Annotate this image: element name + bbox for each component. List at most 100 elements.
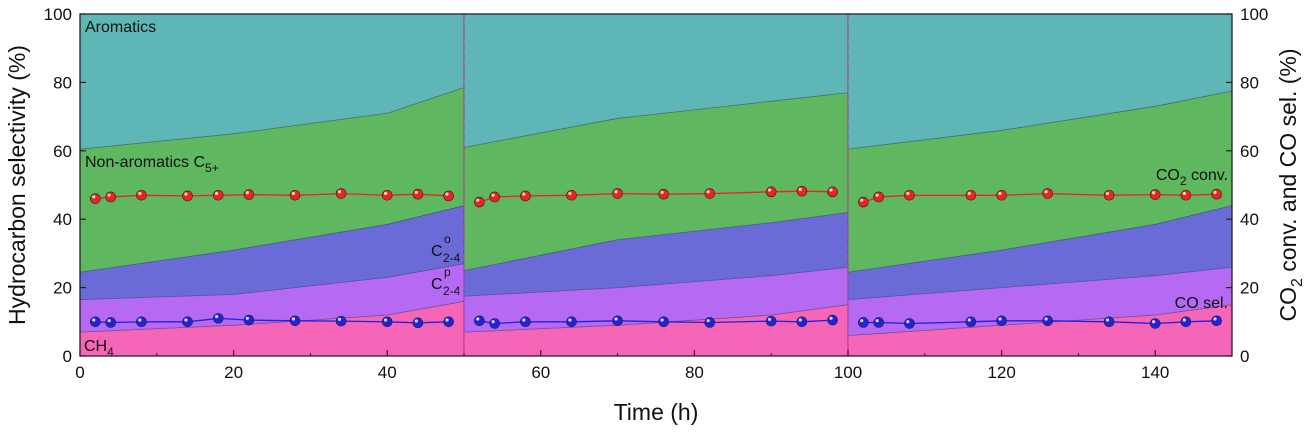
co2-conv-label: CO2 conv.	[1156, 167, 1228, 188]
co2_conv-point	[765, 186, 777, 198]
c24p-label: C p 2-4	[431, 265, 461, 298]
co2_conv-point-highlight	[491, 193, 495, 197]
co_sel-point-highlight	[829, 316, 833, 320]
co2_conv-point-highlight	[476, 198, 480, 202]
co2_conv-point-highlight	[384, 191, 388, 196]
co2_conv-point	[965, 189, 977, 201]
co_sel-point	[489, 318, 501, 329]
co2_conv-point	[704, 188, 716, 199]
c24o-label-sub: 2-4	[443, 251, 461, 265]
co_sel-point	[1042, 315, 1053, 327]
ch4-label: CH4	[84, 338, 114, 359]
co_sel-point-highlight	[384, 318, 388, 322]
y-right-tick-label: 60	[1240, 142, 1259, 161]
co2_conv-point	[520, 190, 531, 202]
x-tick-label: 0	[75, 363, 84, 382]
co_sel-point-highlight	[291, 317, 296, 321]
co_sel-point	[704, 317, 716, 328]
y-right-tick-label: 100	[1240, 5, 1268, 24]
co_sel-point-highlight	[476, 317, 480, 321]
y-axis-right-title-a: CO	[1275, 287, 1301, 322]
co_sel-point	[566, 316, 577, 328]
plot-frame	[79, 13, 1233, 357]
x-tick-label: 140	[1141, 363, 1169, 382]
y-left-tick-label: 80	[53, 73, 72, 92]
co_sel-point	[105, 317, 117, 328]
y-left-tick-label: 0	[63, 347, 72, 366]
co_sel-point	[827, 314, 838, 326]
co_sel-point-highlight	[491, 320, 495, 324]
co2_conv-point	[381, 189, 393, 201]
co_sel-point	[904, 318, 915, 329]
co2_conv-point	[489, 191, 501, 203]
co2_conv-point	[335, 188, 347, 199]
co_sel-point-highlight	[138, 318, 142, 322]
x-tick-label: 100	[834, 363, 862, 382]
co2_conv-point	[858, 196, 869, 208]
co2_conv-point	[1042, 188, 1053, 199]
co2_conv-point	[474, 196, 485, 208]
co_sel-point-highlight	[92, 318, 96, 322]
co2_conv-point-highlight	[568, 191, 572, 196]
co2_conv-point	[612, 188, 623, 199]
co_sel-point	[412, 317, 424, 329]
co2_conv-point-highlight	[1105, 191, 1110, 196]
co_sel-point-highlight	[614, 317, 618, 321]
x-tick-label: 120	[987, 363, 1015, 382]
c24p-label-sub: 2-4	[443, 284, 461, 298]
co2_conv-point-highlight	[1213, 190, 1217, 195]
co2_conv-point	[243, 189, 255, 200]
co2_conv-point-highlight	[875, 193, 879, 197]
aromatics-label: Aromatics	[85, 19, 156, 36]
co_sel-point	[443, 316, 454, 328]
co2_conv-point-highlight	[967, 191, 971, 196]
y-right-tick-label: 0	[1240, 347, 1249, 366]
ch4-label-main: CH	[84, 338, 107, 355]
co2_conv-point-highlight	[614, 190, 618, 194]
co_sel-point	[612, 315, 623, 327]
co2_conv-point	[412, 188, 424, 200]
x-tick-label: 40	[378, 363, 397, 382]
x-tick-label: 80	[685, 363, 704, 382]
co2_conv-point	[90, 193, 101, 204]
y-left-tick-label: 20	[53, 279, 72, 298]
co_sel-point-highlight	[660, 318, 664, 322]
co2_conv-point	[212, 189, 224, 201]
co_sel-point	[1103, 316, 1115, 328]
co_sel-line-2	[479, 319, 833, 325]
y-right-tick-label: 20	[1240, 279, 1259, 298]
c5-label-sub: 5+	[205, 161, 219, 175]
co2_conv-point-highlight	[138, 191, 142, 196]
co2_conv-point-highlight	[1152, 191, 1156, 195]
c24p-label-sup: p	[444, 265, 451, 279]
co_sel-point	[90, 316, 101, 328]
co_sel-point	[1149, 318, 1161, 329]
co2_conv-point-highlight	[906, 191, 910, 196]
co_sel-point-highlight	[1213, 317, 1217, 321]
co_sel-point	[658, 316, 669, 328]
line-series	[90, 185, 1222, 329]
co2_conv-point	[827, 186, 838, 198]
co_sel-point-highlight	[568, 318, 572, 322]
co2_conv-point	[904, 189, 915, 201]
stacked-areas	[80, 14, 1232, 356]
co_sel-point-highlight	[998, 317, 1002, 321]
co2_conv-point	[658, 188, 669, 200]
co_sel-point-highlight	[706, 319, 710, 323]
co2-conv-label-sub: 2	[1180, 174, 1187, 188]
co2_conv-point-highlight	[245, 191, 249, 195]
co_sel-point	[996, 315, 1007, 327]
co-sel-label: CO sel.	[1175, 295, 1228, 312]
co2_conv-point-highlight	[860, 198, 864, 202]
co2_conv-line-2	[479, 190, 833, 203]
axes: 0 20 40 60 80 100 120 140 0 20 40 60 80 100 0 20 40 60 80 1…	[44, 5, 1269, 382]
c5-label-main: Non-aromatics C	[85, 154, 205, 171]
co2_conv-point	[873, 191, 885, 203]
co2_conv-point	[1180, 189, 1192, 201]
co_sel-point-highlight	[1152, 320, 1156, 324]
co2_conv-point-highlight	[215, 191, 219, 196]
co_sel-point	[796, 316, 808, 328]
co_sel-point	[136, 316, 147, 328]
y-left-tick-label: 100	[44, 5, 72, 24]
co2_conv-point	[105, 191, 117, 203]
